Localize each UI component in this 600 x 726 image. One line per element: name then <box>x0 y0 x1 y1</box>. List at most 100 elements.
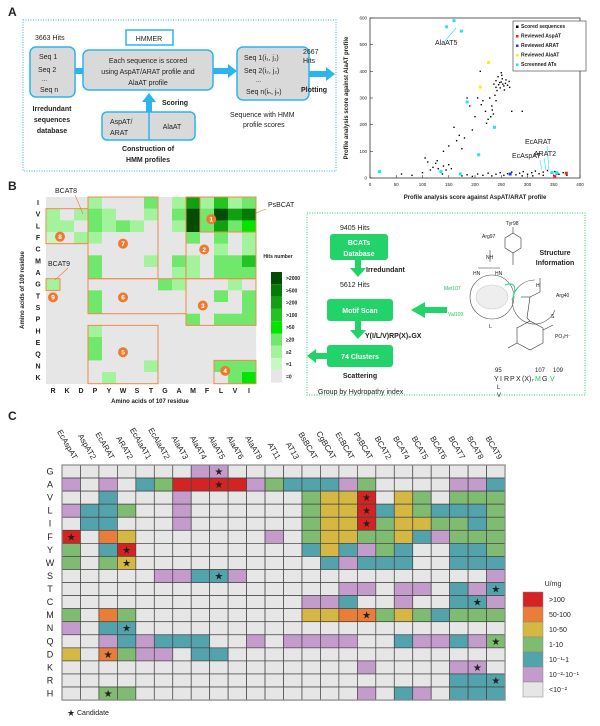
column-label: AT13 <box>284 440 301 461</box>
heatmap-cell <box>117 477 137 492</box>
heatmap-cell <box>283 556 303 570</box>
heatmap-cell <box>144 243 159 256</box>
heatmap-cell <box>200 325 215 338</box>
heatmap-cell <box>486 660 506 675</box>
row-label: D <box>47 649 54 659</box>
cluster-box <box>87 324 159 385</box>
cluster-box <box>45 278 61 291</box>
heatmap-cell <box>486 477 506 492</box>
scoring-text: Each sequence is scored <box>109 58 187 65</box>
column-label: AT11 <box>266 441 283 462</box>
heatmap-cell <box>486 621 506 636</box>
heatmap-cell <box>130 290 145 303</box>
data-point <box>495 99 497 102</box>
heatmap-cell <box>338 543 358 557</box>
heatmap-cell <box>130 372 145 384</box>
row-label: G <box>35 282 41 289</box>
heatmap-cell <box>283 516 303 531</box>
row-label: P <box>36 317 41 324</box>
heatmap-cell <box>242 255 257 268</box>
motif-residue: X <box>516 376 521 383</box>
heatmap-cell <box>449 608 469 623</box>
heatmap-cell <box>102 348 117 361</box>
heatmap-cell <box>228 325 243 338</box>
arrow-right-icon <box>213 64 237 78</box>
heatmap-cell <box>283 634 303 649</box>
db-label: database <box>37 128 67 135</box>
heatmap-cell <box>242 348 257 361</box>
data-point <box>480 103 482 106</box>
heatmap-cell <box>80 634 100 649</box>
clusters-box <box>327 345 393 367</box>
heatmap-cell <box>209 543 229 557</box>
cluster-marker <box>55 231 65 242</box>
heatmap-cell <box>264 569 284 583</box>
heatmap-cell <box>102 267 117 279</box>
heatmap-cell <box>172 595 192 610</box>
row-label: Q <box>35 352 41 359</box>
heatmap-cell <box>338 569 358 583</box>
heatmap-cell <box>449 503 469 518</box>
heatmap-cell <box>338 660 358 675</box>
profile-aspat: AspAT/ <box>110 119 132 126</box>
heatmap-cell <box>158 255 173 268</box>
data-point <box>508 86 511 89</box>
met107-label: Met107 <box>444 286 461 292</box>
cluster-number: 7 <box>121 241 125 248</box>
heatmap-cell <box>46 302 61 314</box>
heatmap-cell <box>375 490 395 505</box>
residue-number: 109 <box>553 368 564 374</box>
heatmap-cell <box>412 582 432 596</box>
heatmap-cell <box>172 569 192 583</box>
legend-swatch <box>516 54 519 57</box>
legend-label: >50 <box>286 325 295 331</box>
heatmap-cell <box>228 372 243 384</box>
heatmap-cell <box>301 582 321 596</box>
heatmap-cell <box>172 313 187 326</box>
heatmap-cell <box>227 582 247 596</box>
legend-swatch <box>516 35 519 38</box>
heatmap-cell <box>190 543 211 557</box>
heatmap-cell <box>190 595 211 610</box>
heatmap-cell <box>486 490 506 505</box>
heatmap-cell <box>264 686 284 701</box>
motif-alt: V <box>497 393 501 399</box>
heatmap-cell <box>117 634 137 649</box>
heatmap-cell <box>301 686 321 701</box>
heatmap-cell <box>242 360 257 373</box>
heatmap-cell <box>393 686 414 701</box>
heatmap-cell <box>130 302 145 314</box>
heatmap-cell <box>209 516 229 531</box>
db-label: sequences <box>34 117 70 124</box>
row-label: M <box>46 610 54 620</box>
data-point <box>471 175 474 178</box>
star-icon: ★ <box>491 585 500 596</box>
heatmap-cell <box>357 477 377 492</box>
heatmap-cell <box>98 621 118 636</box>
column-label: K <box>64 388 69 395</box>
heatmap-cell <box>61 621 81 636</box>
heatmap-cell <box>283 686 303 701</box>
heatmap-cell <box>227 595 247 610</box>
heatmap-cell <box>88 302 103 314</box>
x-tick-label: 300 <box>524 182 532 187</box>
plp-structure-diagram <box>469 227 556 351</box>
heatmap-cell <box>135 647 155 662</box>
heatmap-cell <box>375 477 395 492</box>
heatmap-cell <box>61 634 81 649</box>
heatmap-cell <box>116 302 131 314</box>
heatmap-cell <box>214 372 229 384</box>
heatmap-cell <box>467 621 487 636</box>
heatmap-cell <box>357 464 377 479</box>
heatmap-cell <box>200 267 215 279</box>
heatmap-cell <box>98 464 118 479</box>
heatmap-cell <box>430 556 451 570</box>
motif-residue: P <box>510 376 515 383</box>
heatmap-cell <box>153 608 174 623</box>
heatmap-cell <box>375 543 395 557</box>
data-point <box>501 74 503 77</box>
heatmap-cell <box>102 232 117 244</box>
heatmap-cell <box>393 595 414 610</box>
hn-label: HN <box>473 271 481 277</box>
